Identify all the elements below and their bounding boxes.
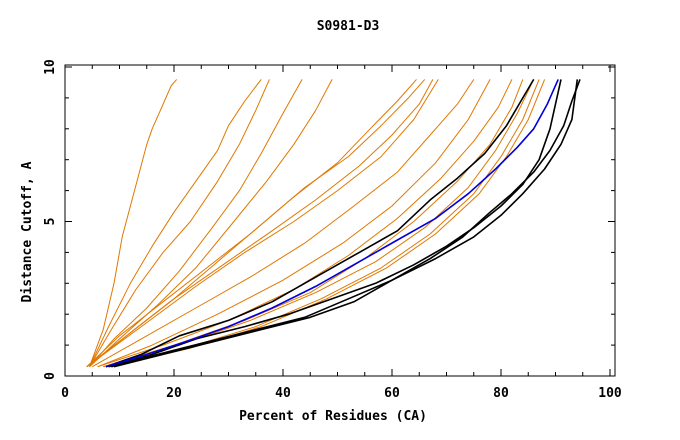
series-line-orange-14: [108, 79, 540, 368]
series-layer: [86, 78, 581, 368]
series-line-black-19: [113, 79, 581, 368]
series-line-orange-4: [89, 79, 333, 368]
x-axis-label: Percent of Residues (CA): [239, 409, 427, 424]
chart-title: S0981-D3: [317, 19, 380, 34]
axis-ticks: [64, 65, 615, 377]
y-tick-label: 10: [43, 59, 58, 75]
series-line-orange-9: [92, 79, 475, 368]
x-tick-label: 20: [166, 386, 182, 401]
series-line-orange-12: [103, 79, 524, 368]
series-line-black-17: [108, 79, 562, 368]
series-line-orange-13: [103, 79, 535, 368]
series-line-blue-20: [105, 79, 559, 368]
series-line-orange-8: [86, 79, 439, 368]
series-line-orange-0: [89, 79, 178, 367]
series-line-orange-3: [89, 79, 303, 368]
plot-area: [64, 64, 616, 377]
series-line-orange-10: [97, 79, 491, 368]
axis-tick-labels: 0 20 40 60 80 100 0 5 10: [43, 59, 622, 401]
plot-frame: [64, 64, 616, 377]
series-line-black-16: [105, 78, 535, 368]
x-tick-label: 40: [275, 386, 291, 401]
y-axis-label: Distance Cutoff, A: [20, 161, 35, 302]
x-tick-label: 60: [384, 386, 400, 401]
series-line-orange-1: [89, 79, 262, 367]
x-tick-label: 80: [493, 386, 509, 401]
series-line-orange-7: [86, 79, 434, 368]
series-line-black-18: [111, 79, 579, 368]
y-tick-label: 0: [43, 372, 58, 380]
series-line-orange-11: [97, 79, 513, 368]
x-tick-label: 0: [61, 386, 69, 401]
x-tick-label: 100: [598, 386, 622, 401]
y-tick-label: 5: [43, 218, 58, 226]
series-line-orange-2: [89, 79, 270, 367]
